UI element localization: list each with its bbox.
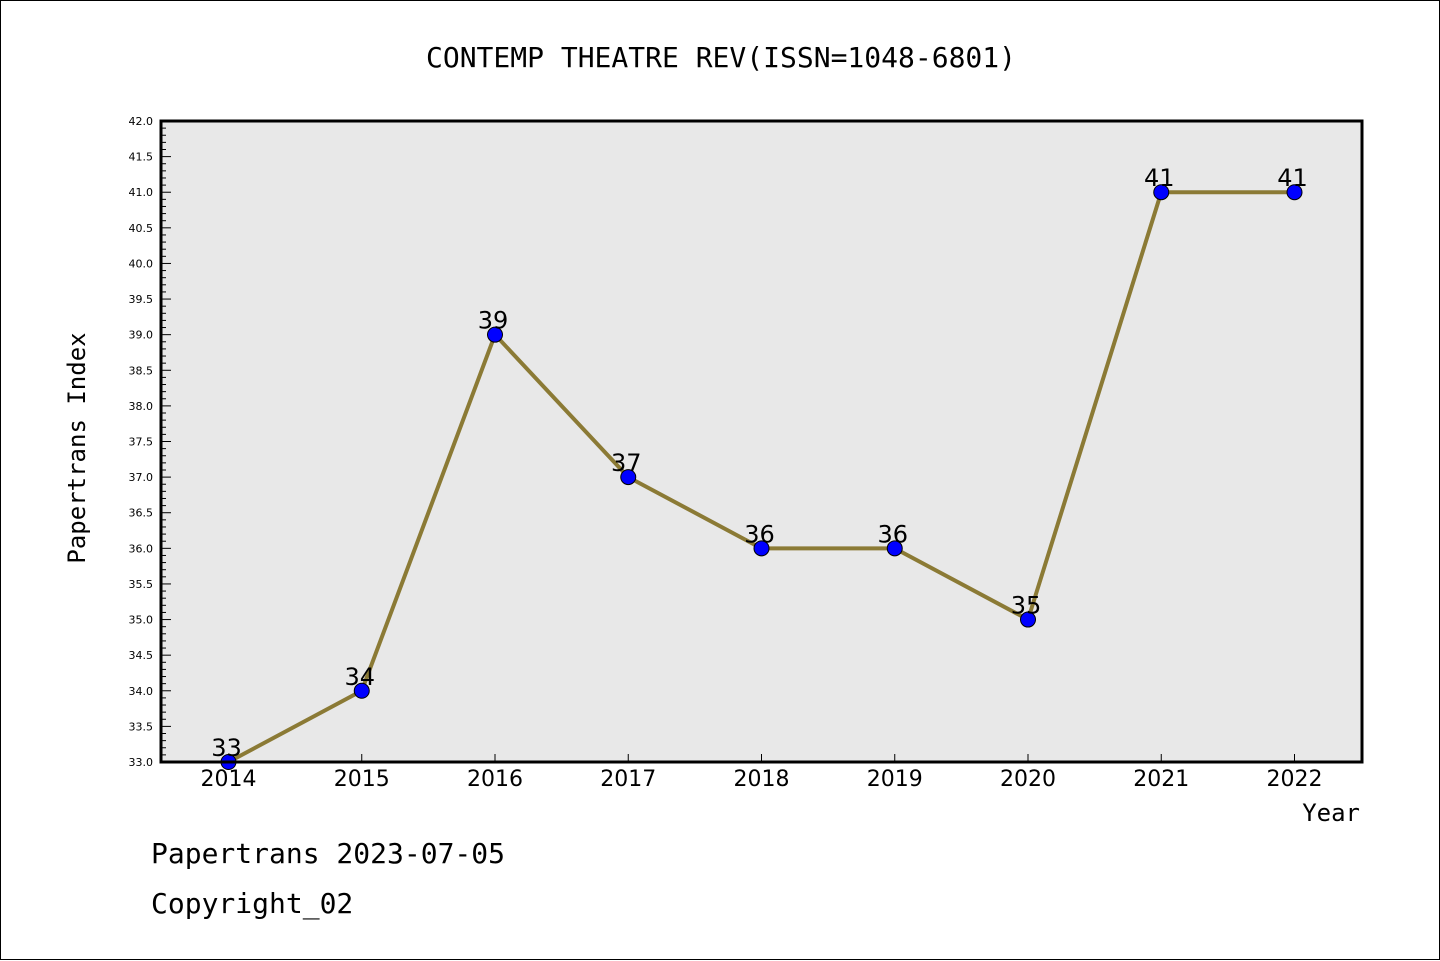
data-label: 37 bbox=[611, 449, 642, 477]
y-tick-label: 41.0 bbox=[129, 186, 154, 199]
x-tick-label: 2020 bbox=[1000, 767, 1056, 792]
y-tick-label: 40.5 bbox=[129, 222, 154, 235]
x-tick-label: 2016 bbox=[467, 767, 523, 792]
footer-date-text: Papertrans 2023-07-05 bbox=[151, 837, 506, 870]
y-axis-title: Papertrans Index bbox=[63, 332, 91, 563]
data-point-marker bbox=[353, 682, 370, 699]
y-tick-label: 33.0 bbox=[129, 756, 154, 769]
y-tick-label: 34.5 bbox=[129, 649, 154, 662]
y-tick-label: 36.0 bbox=[129, 542, 154, 555]
y-tick-label: 37.0 bbox=[129, 471, 154, 484]
data-label: 36 bbox=[877, 520, 908, 548]
data-label: 33 bbox=[211, 734, 242, 762]
x-tick-label: 2021 bbox=[1133, 767, 1189, 792]
data-label: 41 bbox=[1277, 164, 1308, 192]
x-tick-label: 2014 bbox=[201, 767, 257, 792]
plot-frame bbox=[159, 119, 1364, 764]
x-axis-title: Year bbox=[1302, 799, 1360, 827]
y-tick-label: 38.5 bbox=[129, 364, 154, 377]
data-point-marker bbox=[1020, 611, 1036, 628]
footer-copyright-text: Copyright_02 bbox=[151, 887, 354, 920]
y-tick-label: 36.5 bbox=[129, 507, 154, 520]
data-label: 41 bbox=[1144, 164, 1175, 192]
y-tick-label: 42.0 bbox=[129, 115, 154, 128]
y-tick-label: 35.0 bbox=[129, 614, 154, 627]
data-point-marker bbox=[753, 540, 770, 557]
data-label: 36 bbox=[744, 520, 775, 548]
x-tick-label: 2022 bbox=[1267, 767, 1323, 792]
data-point-marker bbox=[1286, 184, 1303, 201]
x-tick-label: 2018 bbox=[734, 767, 790, 792]
y-tick-label: 38.0 bbox=[129, 400, 154, 413]
x-tick-label: 2015 bbox=[334, 767, 390, 792]
y-tick-label: 41.5 bbox=[129, 151, 154, 164]
plot-area bbox=[161, 121, 1362, 762]
data-point-marker bbox=[487, 326, 503, 343]
x-tick-label: 2017 bbox=[600, 767, 656, 792]
data-point-marker bbox=[886, 540, 903, 557]
y-tick-label: 39.5 bbox=[129, 293, 154, 306]
y-tick-label: 40.0 bbox=[129, 257, 154, 270]
axis-ticks: 33.0 33.5 34.0 34.5 35.0 35.5 36.0 36.5 37.0 37.5… bbox=[129, 115, 1323, 792]
data-point-marker bbox=[620, 469, 637, 486]
data-label: 35 bbox=[1011, 592, 1042, 620]
y-tick-label: 34.0 bbox=[129, 685, 154, 698]
data-label: 39 bbox=[478, 307, 509, 335]
y-tick-label: 35.5 bbox=[129, 578, 154, 591]
chart-title: CONTEMP THEATRE REV(ISSN=1048-6801) bbox=[426, 41, 1016, 74]
data-point-marker bbox=[1153, 184, 1170, 201]
y-tick-label: 33.5 bbox=[129, 720, 154, 733]
data-label: 34 bbox=[344, 663, 375, 691]
x-tick-label: 2019 bbox=[867, 767, 923, 792]
data-label-group: 33 34 39 37 36 36 35 41 41 bbox=[211, 164, 1308, 762]
y-tick-label: 37.5 bbox=[129, 436, 154, 449]
y-tick-label: 39.0 bbox=[129, 329, 154, 342]
